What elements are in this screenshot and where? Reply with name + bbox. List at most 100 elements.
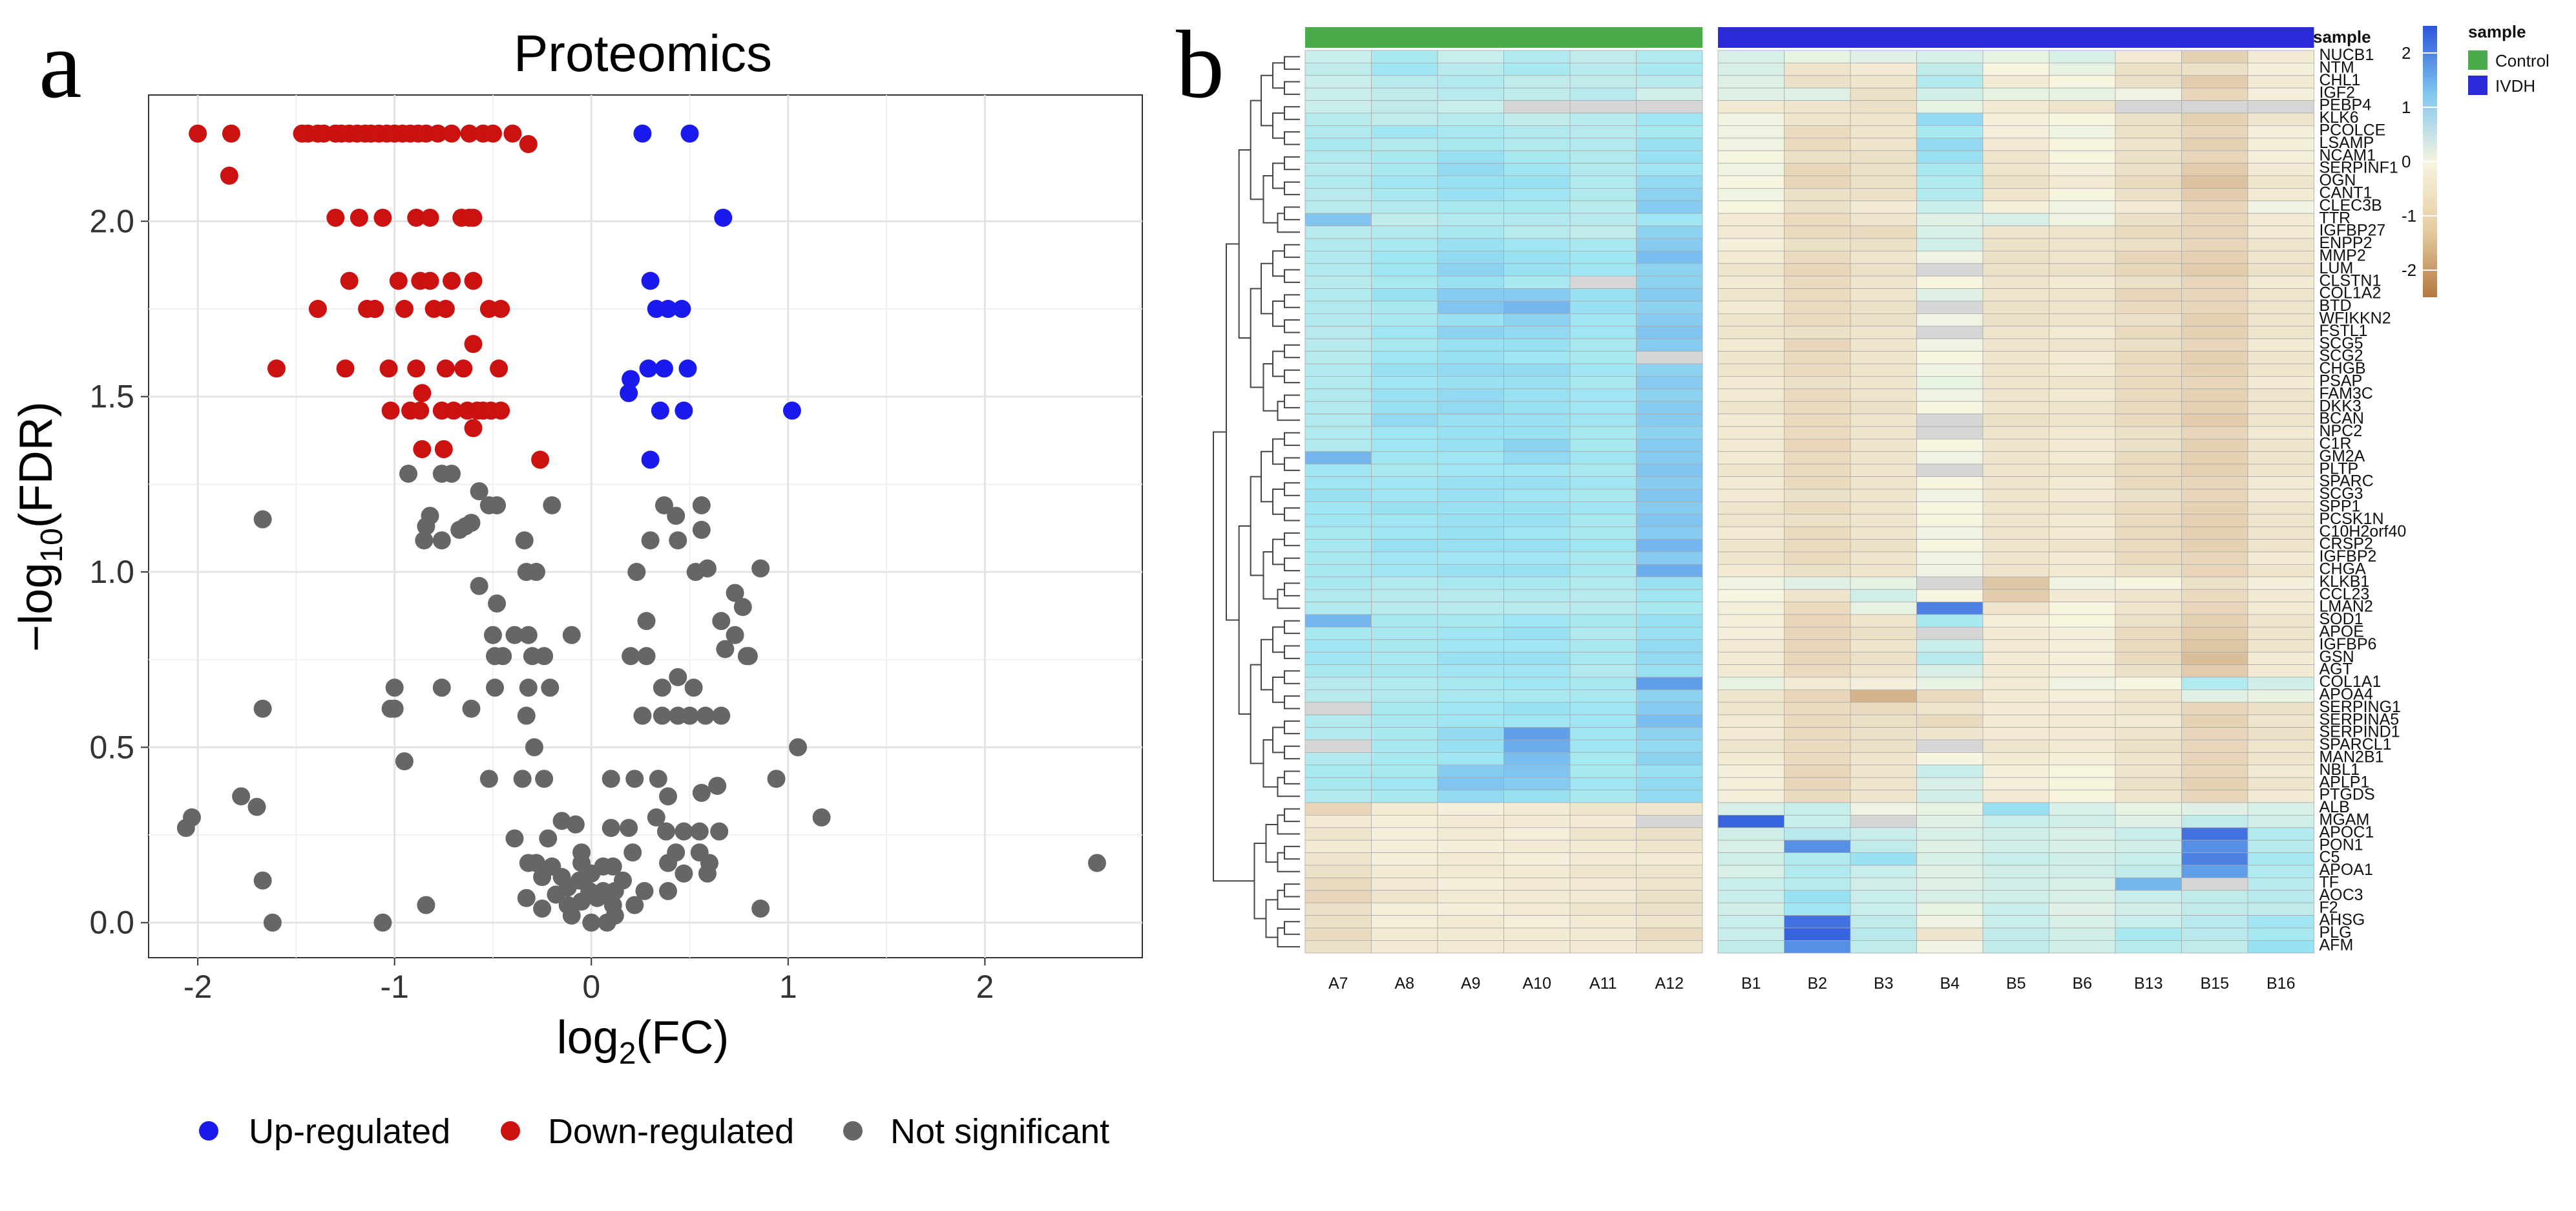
heatmap-cell (1503, 878, 1571, 891)
heatmap-cell (1850, 138, 1917, 151)
heatmap-cell (1982, 326, 2049, 339)
dendrogram-branch (1284, 720, 1300, 735)
heatmap-cell (1982, 790, 2049, 803)
heatmap-cell (1717, 526, 1785, 540)
heatmap-cell (2247, 815, 2314, 828)
heatmap-cell (1371, 75, 1438, 89)
heatmap-cell (2115, 501, 2182, 515)
gene-label: DKK3 (2319, 397, 2361, 415)
gene-label: COL1A1 (2319, 673, 2382, 691)
point-ns (633, 706, 652, 725)
heatmap-cell (1569, 238, 1637, 251)
point-ns (515, 531, 534, 550)
heatmap-cell (1503, 890, 1571, 903)
point-down (492, 401, 510, 420)
dendrogram-branch (1284, 206, 1300, 220)
heatmap-cell (1569, 401, 1637, 415)
sample-label: B1 (1741, 974, 1761, 993)
heatmap-cell (1982, 300, 2049, 314)
heatmap-cell (1636, 463, 1703, 478)
heatmap-cell (1304, 802, 1372, 816)
gene-label: PSAP (2319, 372, 2363, 390)
heatmap-cell (1982, 187, 2049, 202)
point-ns (527, 854, 545, 872)
point-ns (603, 857, 622, 876)
heatmap-cell (1717, 263, 1785, 277)
volcano-panel (148, 94, 1143, 958)
heatmap-cell (1717, 815, 1785, 828)
heatmap-cell (2049, 764, 2116, 778)
heatmap-cell (1850, 388, 1917, 402)
dendrogram (1213, 56, 1300, 948)
heatmap-cell (2049, 100, 2116, 114)
heatmap-cell (1503, 175, 1571, 189)
heatmap-cell (1717, 627, 1785, 640)
heatmap-cell (1503, 514, 1571, 527)
heatmap-cell (1982, 50, 2049, 63)
heatmap-cell (2181, 150, 2248, 163)
heatmap-cell (1916, 463, 1984, 478)
heatmap-cell (1717, 439, 1785, 452)
heatmap-cell (1371, 865, 1438, 878)
heatmap-cell (2247, 764, 2314, 778)
point-ns (641, 531, 660, 550)
heatmap-cell (2247, 300, 2314, 314)
heatmap-cell (1916, 163, 1984, 176)
heatmap-cell (2049, 175, 2116, 189)
heatmap-cell (1371, 213, 1438, 227)
heatmap-cell (2247, 677, 2314, 690)
heatmap-cell (1850, 125, 1917, 139)
dendrogram-branch (1261, 450, 1273, 503)
heatmap-cell (1503, 288, 1571, 302)
heatmap-cell (1850, 727, 1917, 741)
heatmap-cell (1850, 690, 1917, 703)
heatmap-cell (1784, 526, 1851, 540)
heatmap-cell (1304, 463, 1372, 478)
heatmap-cell (2247, 87, 2314, 101)
heatmap-cell (1636, 576, 1703, 590)
heatmap-cell (1717, 790, 1785, 803)
heatmap-cell (1850, 250, 1917, 264)
heatmap-cell (1850, 714, 1917, 728)
heatmap-cell (1569, 50, 1637, 63)
heatmap-cell (1371, 313, 1438, 327)
heatmap-cell (1916, 727, 1984, 741)
heatmap-cell (1982, 138, 2049, 151)
heatmap-cell (2247, 238, 2314, 251)
point-ns (1087, 854, 1106, 872)
heatmap-cell (1371, 764, 1438, 778)
point-ns (470, 576, 488, 595)
heatmap-cell (1982, 627, 2049, 640)
point-down (464, 335, 483, 353)
heatmap-cell (1850, 213, 1917, 227)
dendrogram-branch (1272, 300, 1284, 327)
annotation-cell (1371, 27, 1438, 48)
heatmap-cell (1636, 677, 1703, 690)
heatmap-cell (1982, 439, 2049, 452)
heatmap-cell (1784, 250, 1851, 264)
y-tick-label: 0.5 (89, 729, 134, 765)
heatmap-cell (1784, 414, 1851, 427)
heatmap-cell (1850, 764, 1917, 778)
heatmap-cell (2247, 852, 2314, 866)
point-ns (696, 706, 715, 725)
heatmap-cell (1850, 739, 1917, 753)
heatmap-cell (1717, 288, 1785, 302)
point-down (308, 300, 327, 319)
heatmap-cell (2181, 138, 2248, 151)
heatmap-cell (1569, 802, 1637, 816)
heatmap-cell (1850, 439, 1917, 452)
point-down (350, 208, 368, 227)
heatmap-cell (1371, 739, 1438, 753)
heatmap-cell (1503, 150, 1571, 163)
heatmap-cell (2181, 664, 2248, 678)
point-down (483, 124, 502, 143)
heatmap-cell (2049, 839, 2116, 853)
heatmap-cell (1503, 602, 1571, 615)
heatmap-cell (1784, 940, 1851, 954)
heatmap-cell (1784, 226, 1851, 239)
heatmap-cell (1717, 940, 1785, 954)
heatmap-cell (1784, 426, 1851, 439)
dendrogram-branch (1284, 921, 1300, 935)
heatmap-cell (1304, 200, 1372, 214)
